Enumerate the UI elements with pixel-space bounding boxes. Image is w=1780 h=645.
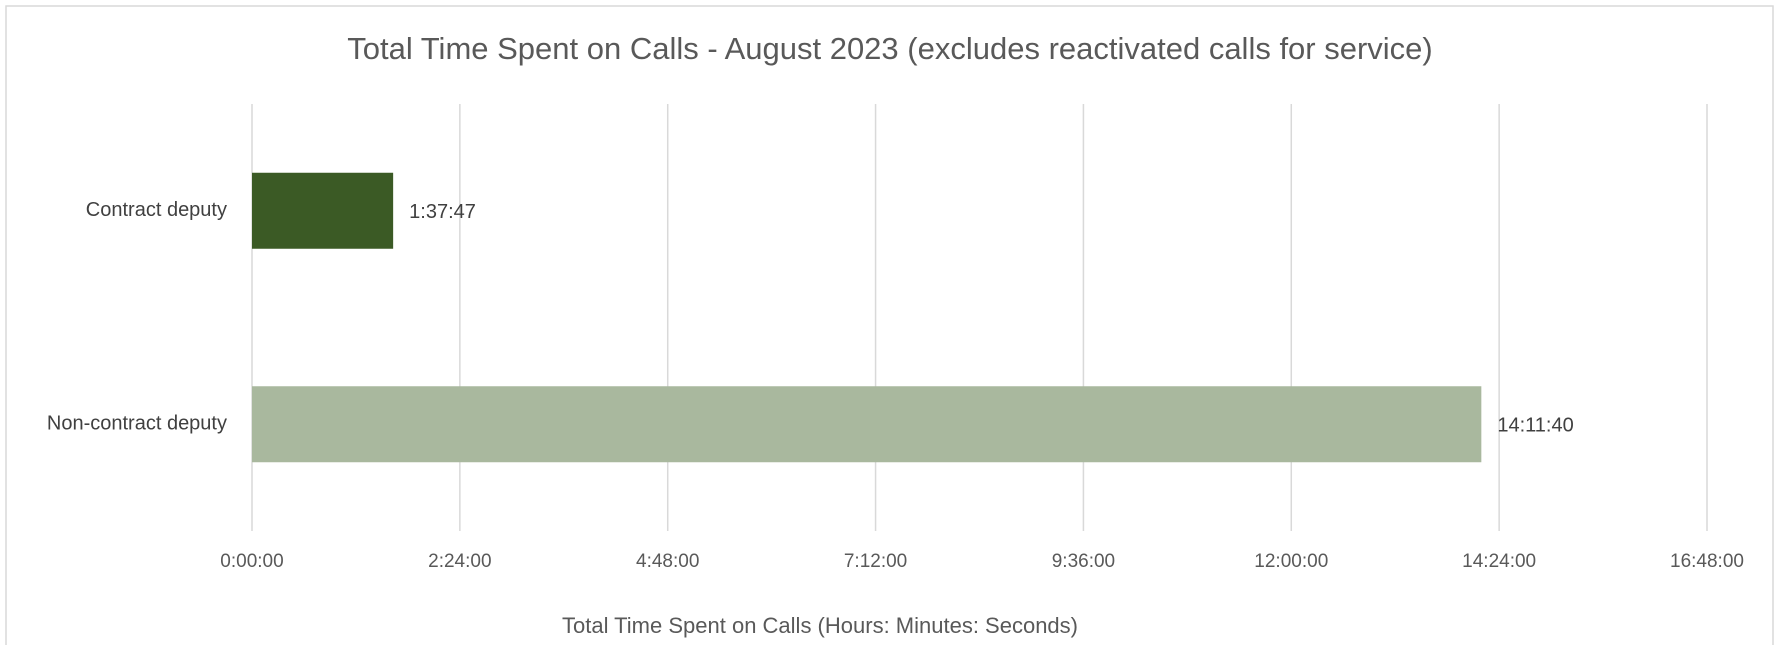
x-tick-label: 12:00:00 xyxy=(1254,551,1328,572)
y-tick-label: Contract deputy xyxy=(86,199,227,221)
y-tick-label: Non-contract deputy xyxy=(47,413,227,435)
chart-title: Total Time Spent on Calls - August 2023 … xyxy=(347,31,1433,66)
data-label: 14:11:40 xyxy=(1497,415,1573,437)
x-axis-title: Total Time Spent on Calls (Hours: Minute… xyxy=(562,613,1078,638)
x-tick-label: 7:12:00 xyxy=(844,551,907,572)
x-tick-label: 4:48:00 xyxy=(636,551,699,572)
x-tick-label: 9:36:00 xyxy=(1052,551,1115,572)
x-tick-label: 2:24:00 xyxy=(428,551,491,572)
chart-border xyxy=(5,5,1774,645)
bar xyxy=(252,172,394,249)
data-label: 1:37:47 xyxy=(409,201,476,223)
bar xyxy=(252,386,1482,463)
x-tick-label: 16:48:00 xyxy=(1670,551,1744,572)
x-tick-label: 0:00:00 xyxy=(220,551,283,572)
x-tick-label: 14:24:00 xyxy=(1462,551,1536,572)
